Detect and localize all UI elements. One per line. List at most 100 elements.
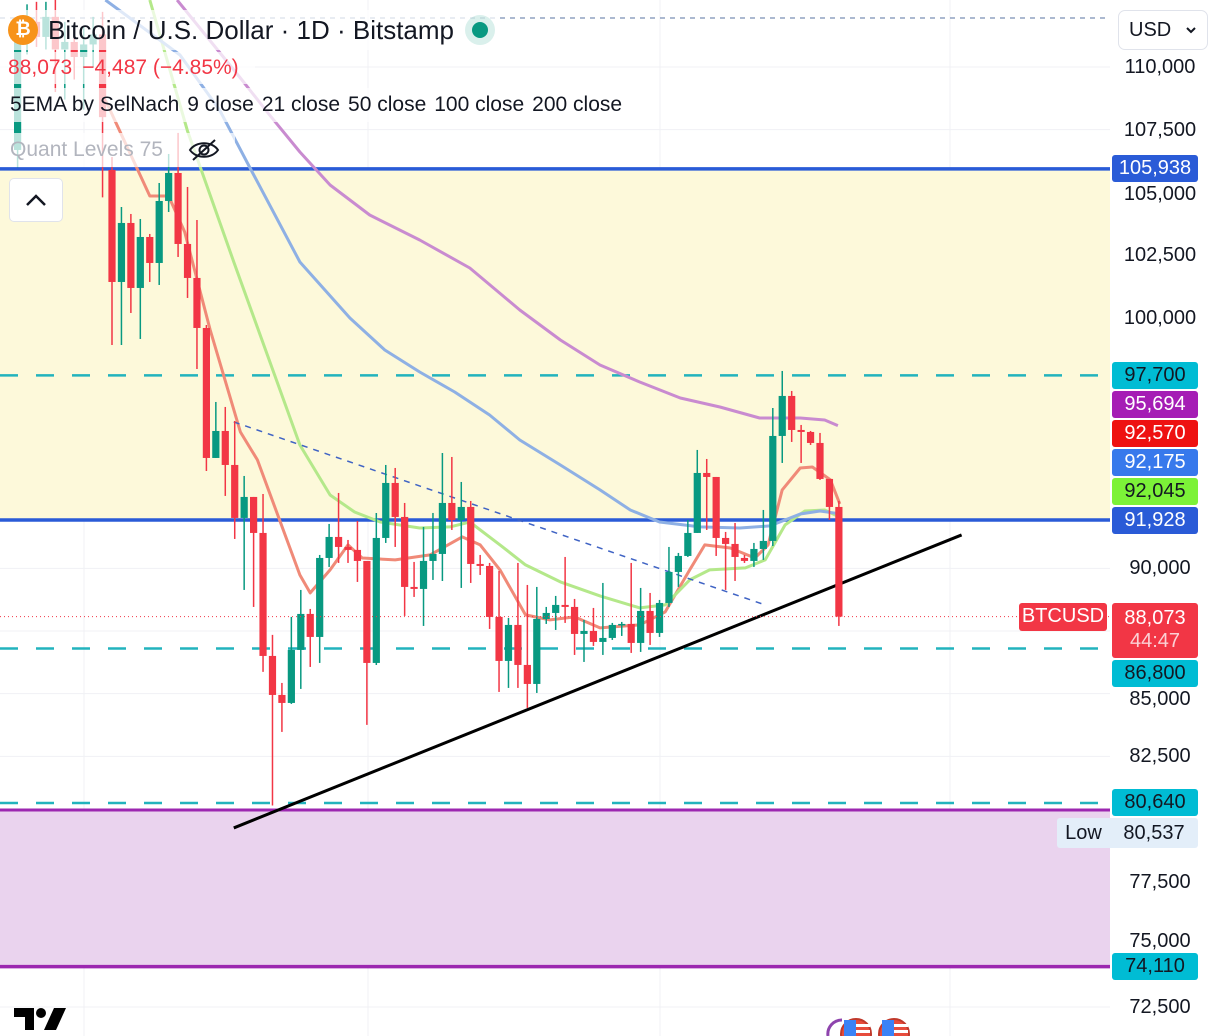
candle-up (117, 222, 126, 282)
candle-up (316, 557, 324, 637)
indicator-legend-ema[interactable]: 5EMA by SelNach 9 close 21 close 50 clos… (0, 88, 637, 122)
bitcoin-icon: ₿ (8, 15, 38, 45)
candle-down (646, 610, 654, 633)
candle-down (410, 586, 418, 589)
bar-countdown: 44:47 (1129, 630, 1181, 653)
ema-line-100 (175, 0, 839, 427)
candle-up (533, 618, 541, 684)
candle-up (287, 649, 295, 703)
chevron-up-icon (26, 194, 46, 206)
level-price-tag: 86,800 (1112, 659, 1198, 687)
candle-up (240, 496, 248, 518)
ema-line-21 (148, 0, 841, 610)
market-open-status-icon (472, 22, 488, 38)
last-price: 88,073 (8, 56, 73, 79)
ema-price-tag: 92,045 (1112, 477, 1198, 505)
price-axis-label: 75,000 (1129, 930, 1191, 953)
price-zone (0, 808, 1110, 967)
candle-up (297, 613, 305, 650)
tradingview-logo[interactable] (14, 1006, 68, 1032)
price-axis-label: 72,500 (1129, 996, 1191, 1018)
level-lines (0, 167, 1110, 969)
candle-down (788, 395, 796, 430)
candle-down (448, 502, 456, 520)
level-price-tag: 97,700 (1112, 361, 1198, 389)
candle-down (146, 236, 154, 263)
candle-up (382, 482, 390, 538)
us-flag-icon (840, 1018, 872, 1036)
last-price-tag-value: 88,073 (1124, 607, 1186, 630)
candle-down (712, 476, 720, 538)
candle-up (693, 472, 701, 533)
candle-up (136, 236, 144, 288)
economic-events-icons[interactable] (818, 1014, 918, 1036)
candle-down (344, 546, 352, 550)
ema-price-tag: 95,694 (1112, 390, 1198, 418)
low-label: Low (1065, 821, 1102, 844)
price-axis-label: 110,000 (1124, 56, 1196, 78)
low-value: 80,537 (1123, 821, 1185, 844)
candle-up (325, 536, 333, 558)
candle-down (495, 616, 503, 661)
candle-down (467, 506, 475, 564)
candle-up (155, 200, 163, 263)
candle-down (570, 606, 579, 634)
candle-down (722, 537, 730, 544)
price-axis-label: 102,500 (1123, 244, 1197, 266)
candle-up (429, 553, 437, 561)
candle-up (750, 548, 758, 561)
candle-up (655, 602, 664, 633)
candle-down (703, 472, 711, 477)
currency-select[interactable]: USD (1118, 10, 1208, 50)
eye-off-icon[interactable] (187, 137, 221, 163)
level-price-tag: 105,938 (1112, 155, 1198, 183)
last-price-tag: 88,073 44:47 (1112, 602, 1198, 658)
candle-down (183, 243, 192, 278)
candle-up (608, 624, 616, 638)
candle-up (504, 624, 513, 661)
chevron-down-icon (1186, 27, 1196, 34)
price-axis-label: 77,500 (1129, 870, 1191, 893)
candle-down (589, 630, 598, 642)
trendline (233, 533, 963, 830)
candle-down (391, 482, 399, 517)
currency-value: USD (1129, 18, 1172, 41)
candle-up (80, 44, 88, 57)
candle-down (334, 536, 343, 547)
candle-down (740, 557, 749, 561)
candle-down (627, 623, 635, 643)
low-tag: Low 80,537 (1057, 818, 1198, 849)
candle-down (268, 655, 277, 695)
ema-param: 200 close (532, 93, 623, 116)
collapse-legend-button[interactable] (9, 178, 63, 222)
trendline (233, 421, 766, 606)
us-flag-icon (878, 1018, 910, 1036)
price-zone (0, 168, 1110, 521)
price-axis-label: 85,000 (1129, 687, 1191, 710)
ema-param: 50 close (348, 93, 427, 116)
candle-down (806, 431, 815, 443)
candle-down (523, 664, 531, 684)
candle-up (759, 540, 767, 549)
ema-line-50 (104, 0, 841, 530)
candle-down (835, 506, 843, 617)
indicator-legend-quant-levels[interactable]: Quant Levels 75 (0, 133, 235, 167)
price-change: −4,487 (−4.85%) (82, 56, 239, 79)
candle-down (486, 565, 494, 617)
candle-down (174, 172, 182, 244)
candle-up (665, 571, 673, 603)
symbol-legend[interactable]: ₿ Bitcoin / U.S. Dollar · 1D · Bitstamp (0, 10, 496, 50)
zones (0, 168, 1110, 967)
symbol-title: Bitcoin / U.S. Dollar · 1D · Bitstamp (48, 14, 454, 45)
candle-down (108, 169, 116, 282)
candle-up (438, 502, 446, 554)
price-axis-label: 90,000 (1129, 557, 1191, 580)
candle-up (684, 532, 692, 556)
candle-down (514, 624, 522, 665)
price-axis-label: 105,000 (1123, 183, 1197, 206)
ema-param: 100 close (434, 93, 525, 116)
price-axis-label: 107,500 (1123, 118, 1197, 141)
candle-down (127, 222, 135, 288)
level-price-tag: 91,928 (1112, 506, 1198, 534)
